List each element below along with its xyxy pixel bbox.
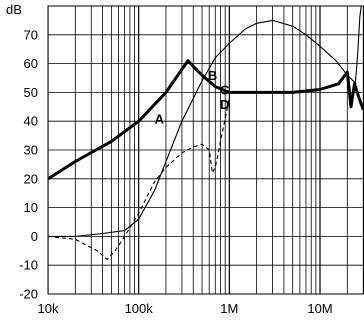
y-tick-label: -20 xyxy=(19,287,38,302)
curve-label-b: B xyxy=(208,68,217,83)
curve-label-c: C xyxy=(220,83,230,98)
x-tick-label: 10M xyxy=(307,301,332,316)
y-tick-label: 50 xyxy=(24,85,38,100)
x-tick-labels: 10k 100k 1M 10M xyxy=(38,301,333,316)
y-tick-label: 40 xyxy=(24,114,38,129)
curve-label-a: A xyxy=(155,111,165,126)
curve-labels: A BCD xyxy=(155,68,230,126)
y-unit-label: dB xyxy=(6,2,22,17)
y-tick-label: 0 xyxy=(31,229,38,244)
x-tick-label: 1M xyxy=(220,301,238,316)
series-b-line xyxy=(48,59,364,181)
x-tick-label: 100k xyxy=(125,301,154,316)
plot-frame xyxy=(47,5,364,295)
series-group xyxy=(48,6,364,260)
y-tick-label: 70 xyxy=(24,27,38,42)
y-tick-label: 20 xyxy=(24,171,38,186)
series-a-line xyxy=(48,19,357,237)
y-tick-label: 30 xyxy=(24,143,38,158)
y-tick-label: 10 xyxy=(24,200,38,215)
x-tick-label: 10k xyxy=(38,301,59,316)
y-tick-label: 60 xyxy=(24,56,38,71)
y-tick-label: -10 xyxy=(19,258,38,273)
series-d-line xyxy=(48,98,230,260)
right-edge-curve-line xyxy=(354,6,362,84)
y-tick-labels: 70 60 50 40 30 20 10 0 -10 -20 xyxy=(19,27,38,301)
curve-label-d: D xyxy=(220,97,229,112)
